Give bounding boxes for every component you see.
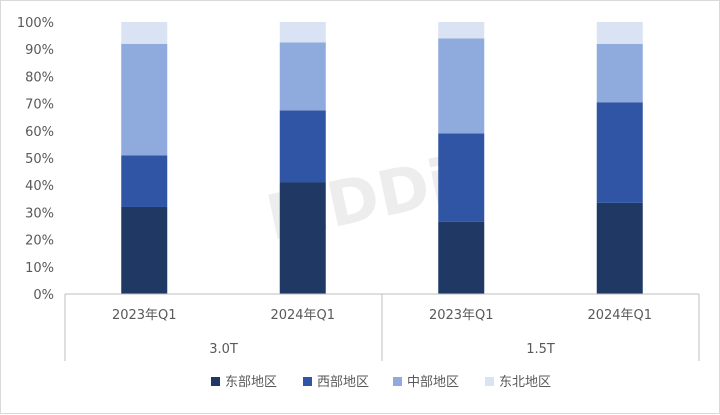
y-tick-label: 100%	[17, 16, 54, 31]
y-tick-label: 10%	[25, 261, 54, 276]
bars	[121, 22, 643, 294]
y-axis: 0% 10% 20% 30% 40% 50% 60% 70% 80% 90% 100%	[17, 16, 54, 303]
bar-segment-4-3	[596, 43, 643, 103]
bar-segment-2-3	[279, 42, 326, 111]
x-category-label: 2024年Q1	[270, 308, 335, 323]
legend-swatch	[303, 377, 312, 386]
bar-segment-2-4	[279, 22, 326, 43]
bar-segment-4-1	[596, 202, 643, 294]
legend-swatch	[211, 377, 220, 386]
bar-segment-1-4	[121, 22, 168, 44]
bar-segment-3-1	[438, 221, 485, 294]
bar-segment-1-2	[121, 155, 168, 207]
x-category-label: 2024年Q1	[587, 308, 652, 323]
bar-segment-2-2	[279, 110, 326, 183]
x-group-label: 1.5T	[526, 342, 555, 357]
y-tick-label: 70%	[25, 98, 54, 113]
legend-label: 中部地区	[407, 375, 459, 390]
bar-segment-4-2	[596, 102, 643, 203]
legend-label: 东部地区	[225, 375, 277, 390]
legend-label: 西部地区	[317, 375, 369, 390]
x-axis: 2023年Q1 2024年Q1 2023年Q1 2024年Q1 3.0T 1.5T	[64, 293, 700, 361]
y-tick-label: 80%	[25, 70, 54, 85]
bar-segment-2-1	[279, 182, 326, 294]
bar-segment-1-3	[121, 43, 168, 156]
bar-segment-3-4	[438, 22, 485, 39]
y-tick-label: 20%	[25, 234, 54, 249]
x-category-label: 2023年Q1	[429, 308, 494, 323]
legend: 东部地区 西部地区 中部地区 东北地区	[211, 375, 551, 390]
bar-segment-3-2	[438, 133, 485, 222]
y-tick-label: 40%	[25, 179, 54, 194]
x-group-label: 3.0T	[209, 342, 238, 357]
x-category-label: 2023年Q1	[112, 308, 177, 323]
y-tick-label: 60%	[25, 125, 54, 140]
y-tick-label: 0%	[33, 288, 54, 303]
bar-segment-1-1	[121, 206, 168, 294]
y-tick-label: 50%	[25, 152, 54, 167]
y-tick-label: 90%	[25, 43, 54, 58]
y-tick-label: 30%	[25, 206, 54, 221]
legend-label: 东北地区	[499, 375, 551, 390]
legend-swatch	[485, 377, 494, 386]
bar-segment-3-3	[438, 38, 485, 134]
bar-segment-4-4	[596, 22, 643, 44]
legend-swatch	[393, 377, 402, 386]
